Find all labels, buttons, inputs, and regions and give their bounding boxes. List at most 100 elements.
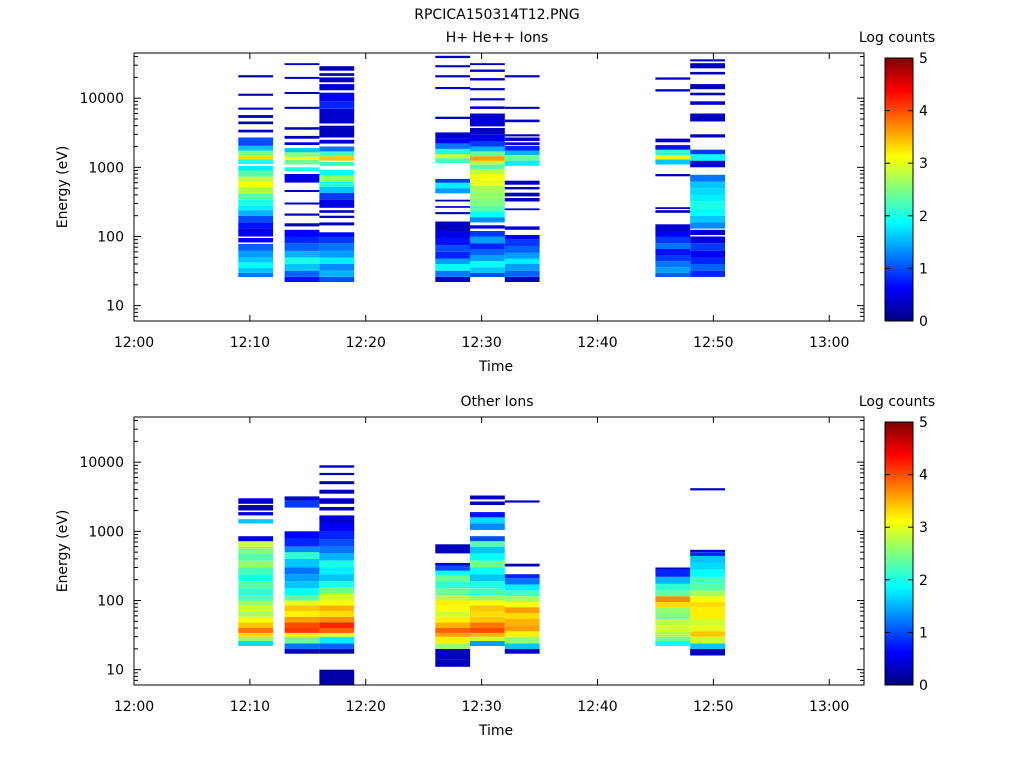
- spectrogram-cell: [655, 155, 691, 160]
- spectrogram-cell: [435, 544, 471, 554]
- spectrogram-cell: [319, 73, 355, 76]
- spectrogram-cell: [690, 607, 725, 613]
- spectrogram-cell: [504, 75, 540, 78]
- spectrogram-cell: [319, 169, 355, 176]
- spectrogram-cell: [690, 181, 725, 189]
- spectrogram-cell: [238, 536, 274, 542]
- spectrogram-cell: [690, 643, 725, 649]
- spectrogram-cell: [284, 600, 320, 606]
- spectrogram-cell: [238, 150, 274, 156]
- spectrogram-cell: [319, 593, 355, 601]
- spectrogram-cell: [319, 531, 355, 540]
- spectrogram-cell: [470, 128, 505, 135]
- spectrogram-cell: [238, 519, 274, 524]
- spectrogram-cell: [319, 628, 355, 633]
- y-axis-label: Energy (eV): [55, 146, 71, 229]
- spectrogram-cell: [470, 146, 505, 152]
- spectrogram-cell: [470, 632, 505, 637]
- spectrogram-cell: [238, 257, 274, 263]
- spectrogram-cell: [238, 546, 274, 554]
- spectrogram-cell: [238, 181, 274, 187]
- spectrogram-cell: [319, 151, 355, 157]
- y-tick-label: 10: [106, 299, 124, 315]
- spectrogram-cell: [504, 150, 540, 156]
- spectrogram-cell: [470, 512, 505, 518]
- spectrogram-cell: [435, 154, 471, 159]
- spectrogram-cell: [504, 607, 540, 613]
- spectrogram-cell: [284, 202, 320, 205]
- spectrogram-cell: [690, 229, 725, 235]
- spectrogram-cell: [470, 211, 505, 218]
- colorbar-tick-label: 1: [919, 625, 928, 641]
- colorbar-tick-label: 5: [919, 415, 928, 431]
- axes: 12:00 12:10 12:20 12:30 12:40 12:50 13:00 10 100…: [79, 53, 864, 351]
- spectrogram-cell: [690, 160, 725, 168]
- spectrogram-cell: [690, 71, 725, 75]
- spectrogram-cell: [238, 137, 274, 146]
- spectrogram-cell: [470, 231, 505, 237]
- colorbar: [884, 421, 914, 686]
- spectrogram-cell: [470, 160, 505, 165]
- spectrogram-cell: [470, 249, 505, 255]
- spectrogram-cell: [655, 569, 691, 577]
- spectrogram-cell: [655, 210, 691, 213]
- spectrogram-cell: [435, 562, 471, 566]
- spectrogram-cell: [690, 552, 725, 556]
- colorbar-tick-label: 1: [919, 261, 928, 277]
- spectrogram-cell: [284, 148, 320, 153]
- spectrogram-cell: [238, 215, 274, 223]
- spectrogram-cell: [435, 605, 471, 612]
- spectrogram-cell: [470, 243, 505, 249]
- spectrogram-cell: [470, 69, 505, 72]
- spectrogram-cell: [319, 232, 355, 237]
- plot-frame: [133, 416, 865, 686]
- spectrogram-cell: [284, 632, 320, 637]
- spectrogram-cell: [504, 239, 540, 247]
- spectrogram-cell: [504, 106, 540, 109]
- spectrogram-cell: [284, 270, 320, 277]
- spectrogram-cell: [470, 156, 505, 161]
- spectrogram-cell: [238, 272, 274, 277]
- spectrogram-cell: [504, 596, 540, 602]
- spectrogram-cell: [284, 190, 320, 192]
- axes: 12:00 12:10 12:20 12:30 12:40 12:50 13:00 10 100…: [79, 417, 864, 715]
- spectrogram-cell: [690, 149, 725, 155]
- spectrogram-cell: [319, 489, 355, 494]
- spectrogram-cell: [435, 632, 471, 637]
- spectrogram-cell: [470, 192, 505, 199]
- y-tick-label: 100: [97, 593, 124, 609]
- x-tick-label: 12:40: [577, 699, 617, 715]
- spectrogram-cell: [284, 636, 320, 644]
- spectrogram-cell: [284, 574, 320, 582]
- spectrogram-cell: [284, 588, 320, 595]
- spectrogram-cell: [238, 553, 274, 561]
- spectrogram-cell: [319, 648, 355, 654]
- spectrogram-cell: [470, 560, 505, 568]
- spectrogram-cell: [470, 267, 505, 273]
- spectrogram-cell: [284, 611, 320, 617]
- spectrogram-cell: [238, 155, 274, 160]
- spectrogram-cell: [284, 135, 320, 139]
- colorbar-ticks: 0 1 2 3 4 5: [885, 415, 928, 694]
- spectrogram-cell: [238, 628, 274, 633]
- spectrogram-cell: [655, 138, 691, 143]
- spectrogram-cell: [504, 613, 540, 619]
- spectrogram-cell: [435, 238, 471, 246]
- y-tick-label: 10000: [79, 91, 124, 107]
- colorbar-label: Log counts: [859, 394, 935, 410]
- spectrogram-cell: [238, 574, 274, 582]
- spectrogram-cell: [238, 250, 274, 258]
- spectrogram-cell: [690, 569, 725, 577]
- spectrogram-cell: [435, 616, 471, 623]
- spectrogram-cell: [238, 560, 274, 568]
- spectrogram-cell: [690, 549, 725, 553]
- spectrogram-cell: [319, 92, 355, 102]
- spectrogram-cell: [690, 134, 725, 138]
- spectrogram-cell: [238, 222, 274, 229]
- x-tick-label: 12:00: [114, 699, 154, 715]
- spectrogram-cell: [319, 175, 355, 182]
- spectrogram-cell: [435, 55, 471, 59]
- spectrogram-cell: [504, 578, 540, 585]
- spectrogram-cell: [435, 628, 471, 633]
